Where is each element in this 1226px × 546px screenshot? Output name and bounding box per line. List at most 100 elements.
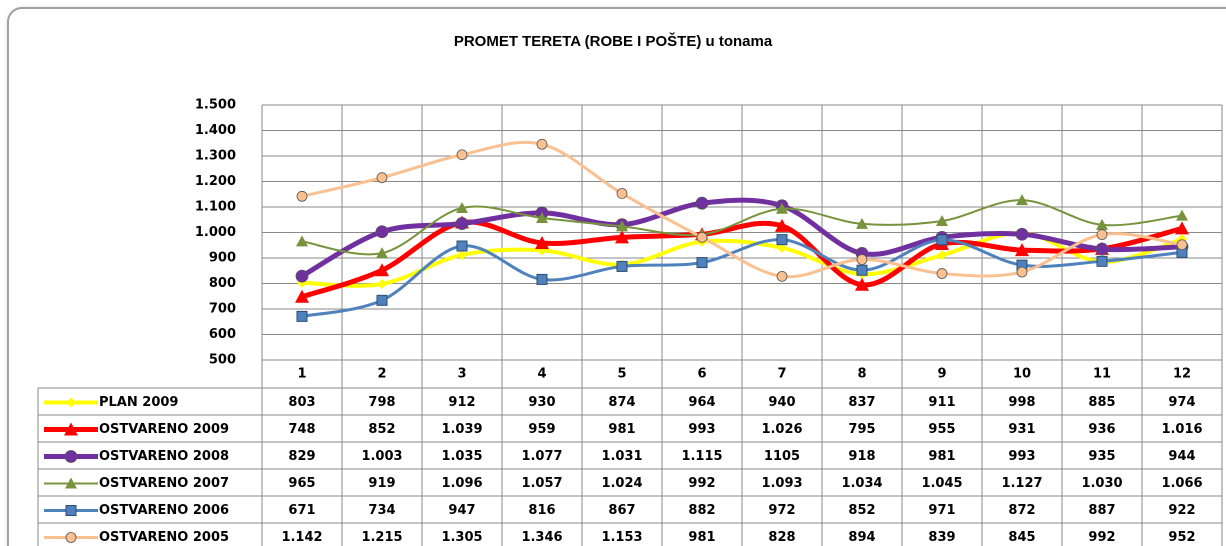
- marker: [616, 220, 628, 232]
- marker: [1095, 242, 1109, 256]
- marker: [1016, 266, 1028, 278]
- table-value: 992: [688, 476, 715, 491]
- table-value: 981: [608, 422, 635, 437]
- legend-label: OSTVARENO 2007: [99, 476, 229, 491]
- marker: [295, 289, 309, 303]
- y-tick-label: 1.300: [195, 149, 236, 164]
- table-value: 1.066: [1161, 476, 1202, 491]
- x-tick-label: 5: [617, 367, 626, 382]
- legend-key-marker: [65, 505, 77, 516]
- y-tick-label: 900: [209, 251, 236, 266]
- table-value: 1.153: [601, 530, 642, 545]
- marker: [777, 242, 787, 253]
- table-value: 974: [1168, 395, 1195, 410]
- marker: [855, 277, 869, 291]
- marker: [937, 250, 947, 261]
- table-value: 828: [768, 530, 795, 545]
- marker: [376, 247, 388, 259]
- marker: [536, 211, 548, 223]
- table-value: 952: [1168, 530, 1195, 545]
- y-tick-label: 600: [209, 327, 236, 342]
- marker: [936, 234, 948, 246]
- legend-key-marker: [64, 450, 78, 463]
- table-value: 936: [1088, 422, 1115, 437]
- table-value: 839: [928, 530, 955, 545]
- table-value: 993: [688, 422, 715, 437]
- table-value: 911: [928, 395, 955, 410]
- x-tick-label: 3: [457, 367, 466, 382]
- legend-key-marker: [65, 477, 77, 489]
- marker: [856, 264, 868, 276]
- table-value: 1105: [764, 449, 800, 464]
- x-tick-label: 7: [777, 367, 786, 382]
- table-value: 829: [288, 449, 315, 464]
- table-value: 992: [1088, 530, 1115, 545]
- x-tick-label: 2: [377, 367, 386, 382]
- marker: [936, 215, 948, 227]
- legend-label: OSTVARENO 2006: [99, 503, 229, 518]
- table-value: 1.057: [521, 476, 562, 491]
- x-tick-label: 1: [297, 367, 306, 382]
- table-value: 1.127: [1001, 476, 1042, 491]
- table-value: 1.030: [1081, 476, 1122, 491]
- table-value: 872: [1008, 503, 1035, 518]
- table-value: 964: [688, 395, 715, 410]
- marker: [1176, 209, 1188, 221]
- table-value: 965: [288, 476, 315, 491]
- legend-label: OSTVARENO 2005: [99, 530, 229, 545]
- table-value: 922: [1168, 503, 1195, 518]
- table-value: 671: [288, 503, 315, 518]
- table-value: 887: [1088, 503, 1115, 518]
- table-value: 944: [1168, 449, 1195, 464]
- table-value: 972: [768, 503, 795, 518]
- y-tick-label: 1.200: [195, 174, 236, 189]
- y-tick-label: 700: [209, 302, 236, 317]
- marker: [616, 260, 628, 272]
- table-value: 912: [448, 395, 475, 410]
- table-value: 998: [1008, 395, 1035, 410]
- table-value: 1.031: [601, 449, 642, 464]
- marker: [856, 254, 868, 265]
- x-tick-label: 9: [937, 367, 946, 382]
- marker: [535, 235, 549, 249]
- table-value: 798: [368, 395, 395, 410]
- marker: [296, 235, 308, 247]
- table-value: 930: [528, 395, 555, 410]
- table-value: 795: [848, 422, 875, 437]
- y-tick-label: 800: [209, 276, 236, 291]
- marker: [776, 234, 788, 246]
- marker: [536, 138, 548, 150]
- table-value: 918: [848, 449, 875, 464]
- table-value: 1.045: [921, 476, 962, 491]
- marker: [776, 202, 788, 214]
- table-value: 1.142: [281, 530, 322, 545]
- series-line: [301, 199, 1183, 256]
- marker: [695, 196, 709, 210]
- table-value: 1.039: [441, 422, 482, 437]
- marker: [696, 257, 708, 269]
- y-tick-label: 1.500: [195, 98, 236, 113]
- table-value: 1.026: [761, 422, 802, 437]
- marker: [775, 218, 789, 232]
- table-value: 852: [368, 422, 395, 437]
- table-value: 1.215: [361, 530, 402, 545]
- marker: [1015, 227, 1029, 241]
- table-value: 947: [448, 503, 475, 518]
- legend-label: OSTVARENO 2008: [99, 449, 229, 464]
- marker: [296, 310, 308, 322]
- y-tick-label: 1.100: [195, 200, 236, 215]
- table-value: 734: [368, 503, 395, 518]
- table-value: 993: [1008, 449, 1035, 464]
- table-value: 959: [528, 422, 555, 437]
- table-value: 1.093: [761, 476, 802, 491]
- legend-key-marker: [66, 397, 76, 408]
- marker: [377, 279, 387, 290]
- marker: [375, 225, 389, 239]
- table-value: 885: [1088, 395, 1115, 410]
- marker: [1016, 194, 1028, 206]
- x-tick-label: 12: [1173, 367, 1191, 382]
- table-value: 955: [928, 422, 955, 437]
- marker: [1175, 221, 1189, 235]
- marker: [456, 240, 468, 252]
- table-value: 971: [928, 503, 955, 518]
